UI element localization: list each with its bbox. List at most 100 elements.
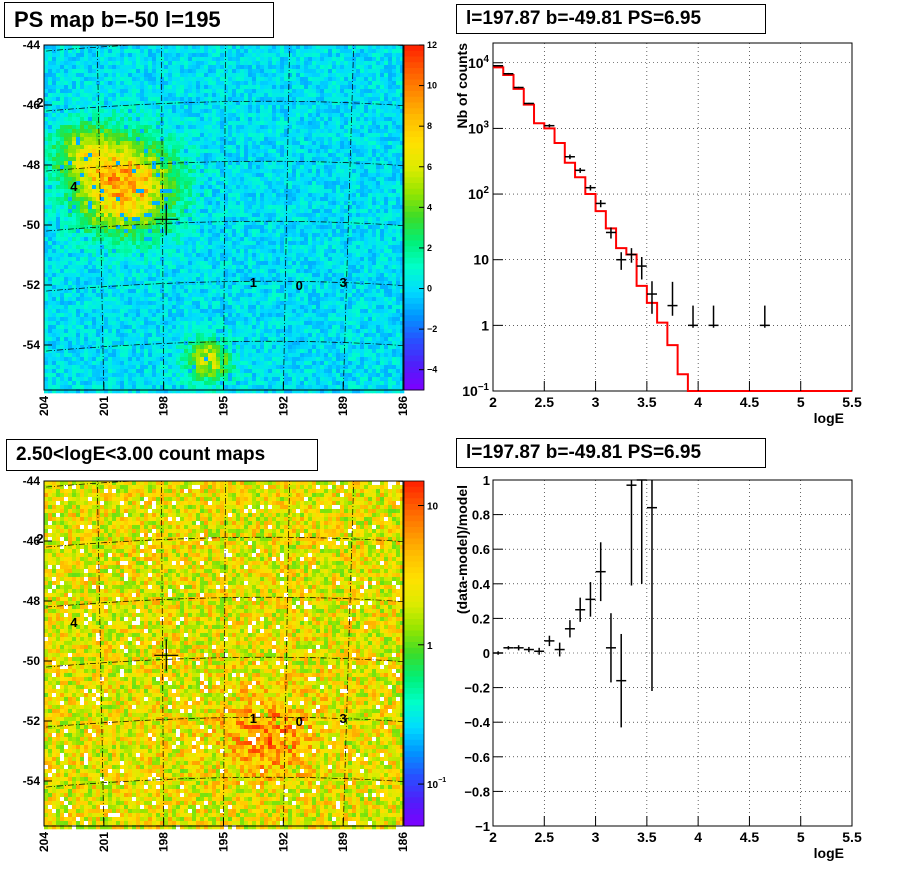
map-pixel	[372, 81, 377, 86]
map-pixel	[76, 165, 81, 170]
map-pixel	[188, 97, 193, 102]
map-pixel	[164, 145, 169, 150]
map-pixel	[188, 173, 193, 178]
map-pixel	[376, 65, 381, 70]
map-pixel	[212, 149, 217, 154]
map-pixel	[120, 165, 125, 170]
map-pixel	[268, 197, 273, 202]
map-pixel	[204, 117, 209, 122]
map-pixel	[372, 161, 377, 166]
map-pixel	[192, 101, 197, 106]
map-pixel	[100, 161, 105, 166]
map-pixel	[104, 121, 109, 126]
map-pixel	[372, 141, 377, 146]
map-pixel	[236, 129, 241, 134]
map-pixel	[400, 97, 405, 102]
map-pixel	[284, 81, 289, 86]
map-pixel	[156, 181, 161, 186]
map-pixel	[172, 157, 177, 162]
map-pixel	[64, 261, 69, 266]
map-pixel	[316, 61, 321, 66]
map-pixel	[220, 45, 225, 50]
map-pixel	[320, 185, 325, 190]
map-pixel	[380, 141, 385, 146]
map-pixel	[176, 81, 181, 86]
map-pixel	[312, 249, 317, 254]
map-pixel	[300, 173, 305, 178]
map-pixel	[80, 181, 85, 186]
map-pixel	[68, 153, 73, 158]
map-pixel	[116, 117, 121, 122]
map-pixel	[56, 77, 61, 82]
map-pixel	[364, 181, 369, 186]
map-pixel	[244, 57, 249, 62]
map-pixel	[208, 141, 213, 146]
map-pixel	[388, 221, 393, 226]
map-pixel	[344, 217, 349, 222]
map-pixel	[68, 201, 73, 206]
map-pixel	[348, 57, 353, 62]
map-pixel	[312, 57, 317, 62]
map-pixel	[116, 81, 121, 86]
map-pixel	[112, 49, 117, 54]
map-pixel	[316, 257, 321, 262]
map-pixel	[368, 197, 373, 202]
map-pixel	[44, 225, 49, 230]
map-pixel	[232, 201, 237, 206]
map-pixel	[380, 257, 385, 262]
map-pixel	[68, 45, 73, 50]
map-pixel	[368, 93, 373, 98]
map-pixel	[160, 57, 165, 62]
map-pixel	[352, 261, 357, 266]
map-pixel	[172, 161, 177, 166]
map-pixel	[196, 197, 201, 202]
map-pixel	[364, 89, 369, 94]
map-pixel	[400, 169, 405, 174]
map-pixel	[256, 81, 261, 86]
map-pixel	[264, 85, 269, 90]
map-pixel	[172, 77, 177, 82]
map-pixel	[56, 177, 61, 182]
map-pixel	[352, 253, 357, 258]
map-pixel	[336, 185, 341, 190]
map-pixel	[180, 265, 185, 270]
map-pixel	[192, 177, 197, 182]
map-pixel	[148, 61, 153, 66]
map-pixel	[64, 101, 69, 106]
map-pixel	[396, 197, 401, 202]
map-pixel	[312, 165, 317, 170]
map-pixel	[280, 233, 285, 238]
map-pixel	[124, 261, 129, 266]
map-pixel	[328, 253, 333, 258]
map-pixel	[220, 129, 225, 134]
map-pixel	[272, 165, 277, 170]
map-pixel	[364, 61, 369, 66]
map-pixel	[344, 109, 349, 114]
map-pixel	[264, 89, 269, 94]
map-pixel	[356, 117, 361, 122]
map-pixel	[252, 165, 257, 170]
map-pixel	[264, 77, 269, 82]
map-pixel	[364, 257, 369, 262]
map-pixel	[220, 241, 225, 246]
map-pixel	[160, 69, 165, 74]
map-pixel	[68, 169, 73, 174]
map-pixel	[44, 257, 49, 262]
map-pixel	[120, 117, 125, 122]
map-pixel	[172, 165, 177, 170]
map-pixel	[380, 245, 385, 250]
map-pixel	[260, 57, 265, 62]
map-pixel	[248, 177, 253, 182]
map-pixel	[264, 149, 269, 154]
map-pixel	[168, 237, 173, 242]
map-pixel	[176, 129, 181, 134]
map-pixel	[292, 161, 297, 166]
map-pixel	[172, 61, 177, 66]
map-pixel	[144, 149, 149, 154]
map-pixel	[160, 261, 165, 266]
map-pixel	[56, 113, 61, 118]
map-pixel	[228, 209, 233, 214]
map-pixel	[396, 201, 401, 206]
map-pixel	[132, 265, 137, 270]
map-pixel	[48, 153, 53, 158]
